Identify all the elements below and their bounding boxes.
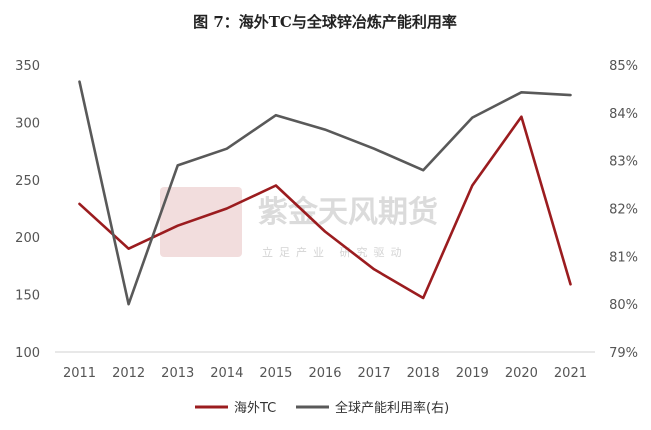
x-tick-label: 2013 [161, 366, 194, 381]
x-tick-label: 2015 [259, 366, 292, 381]
y-left-ticks: 100 150 200 250 300 350 [15, 59, 40, 361]
x-tick-label: 2014 [210, 366, 243, 381]
watermark-logo [160, 187, 242, 257]
series-line-overseas-tc [78, 115, 572, 300]
y-right-tick-label: 84% [609, 107, 638, 122]
y-right-tick-label: 79% [609, 346, 638, 361]
y-left-tick-label: 350 [15, 59, 40, 74]
x-tick-label: 2021 [554, 366, 587, 381]
watermark-subtext: 立足产业 研究驱动 [262, 245, 408, 259]
x-tick-label: 2017 [358, 366, 391, 381]
y-left-tick-label: 250 [15, 174, 40, 189]
y-right-tick-label: 85% [609, 59, 638, 74]
watermark-text: 紫金天风期货 [258, 195, 438, 230]
x-tick-label: 2020 [505, 366, 538, 381]
x-tick-label: 2019 [456, 366, 489, 381]
y-right-tick-label: 80% [609, 298, 638, 313]
y-right-tick-label: 81% [609, 250, 638, 265]
x-tick-label: 2011 [63, 366, 96, 381]
x-tick-label: 2016 [308, 366, 341, 381]
legend-label-utilization: 全球产能利用率(右) [335, 400, 449, 416]
x-tick-label: 2018 [407, 366, 440, 381]
x-ticks: 2011 2012 2013 2014 2015 2016 2017 2018 2019 2020… [63, 366, 587, 381]
watermark: 紫金天风期货 立足产业 研究驱动 [160, 187, 438, 259]
y-left-tick-label: 200 [15, 231, 40, 246]
y-left-tick-label: 150 [15, 289, 40, 304]
legend-label-overseas-tc: 海外TC [234, 401, 276, 416]
y-right-ticks: 79% 80% 81% 82% 83% 84% 85% [609, 59, 638, 361]
y-right-tick-label: 83% [609, 155, 638, 170]
y-left-tick-label: 300 [15, 116, 40, 131]
series-line-utilization [78, 80, 572, 306]
y-right-tick-label: 82% [609, 203, 638, 218]
legend: 海外TC 全球产能利用率(右) [195, 400, 449, 416]
x-tick-label: 2012 [112, 366, 145, 381]
y-left-tick-label: 100 [15, 346, 40, 361]
series-layer [78, 80, 572, 306]
chart-title: 图 7：海外TC与全球锌冶炼产能利用率 [193, 13, 457, 31]
